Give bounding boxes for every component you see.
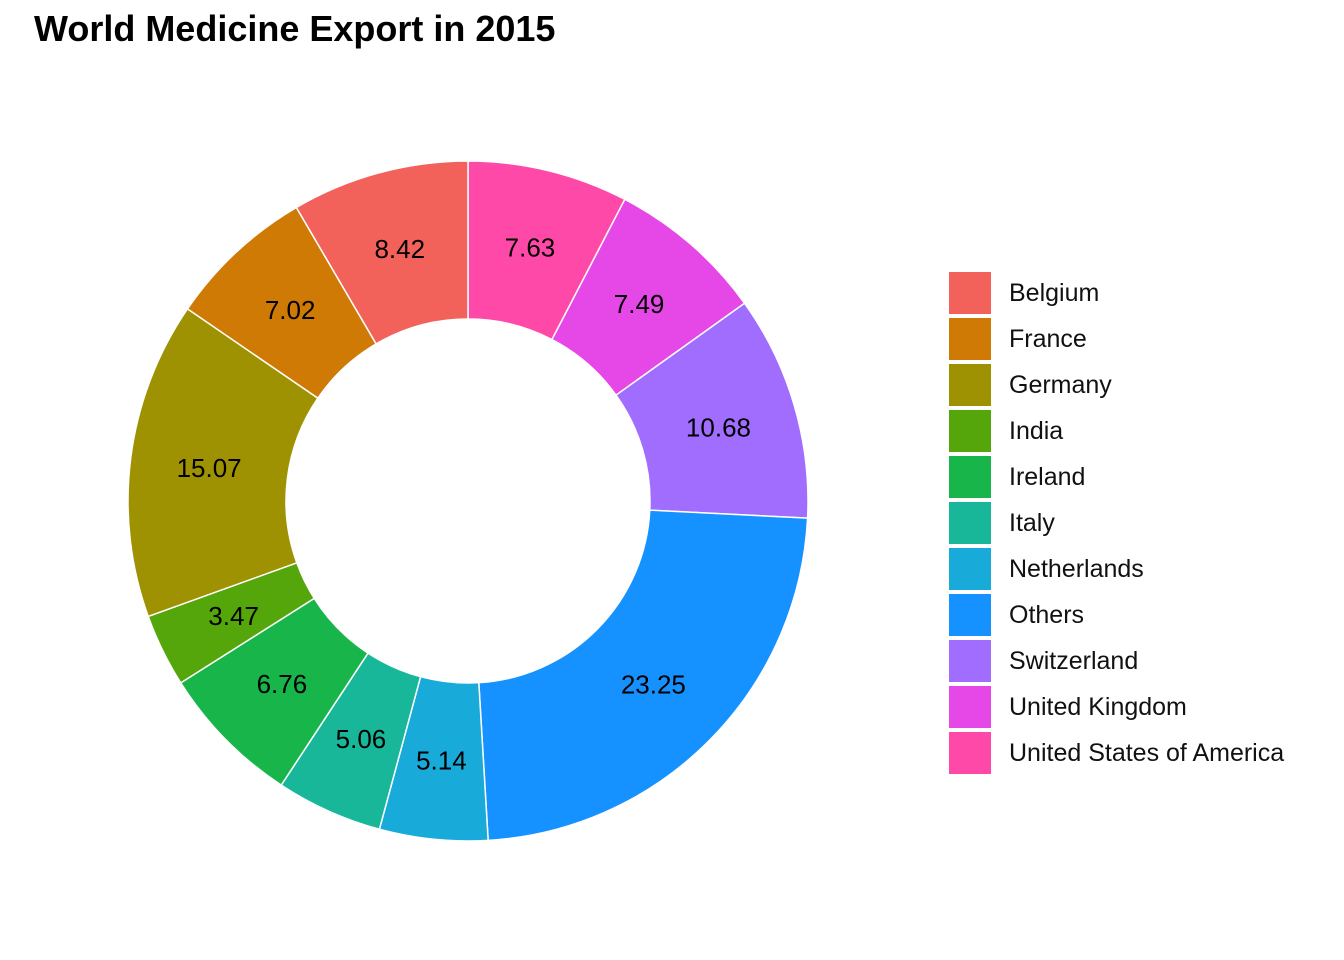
value-label-netherlands: 5.14	[416, 746, 467, 776]
slice-germany	[127, 307, 319, 618]
legend-swatch-india	[949, 410, 991, 452]
value-label-united-kingdom: 7.49	[614, 289, 665, 319]
value-label-switzerland: 10.68	[686, 413, 751, 443]
value-label-united-states-of-america: 7.63	[505, 232, 556, 262]
legend-swatch-ireland	[949, 456, 991, 498]
value-label-france: 7.02	[265, 295, 316, 325]
legend-label-switzerland: Switzerland	[1009, 646, 1139, 675]
legend-label-belgium: Belgium	[1009, 278, 1100, 307]
legend-swatch-others	[949, 594, 991, 636]
value-label-belgium: 8.42	[374, 234, 425, 264]
legend-swatch-italy	[949, 502, 991, 544]
legend-item-united-states-of-america: United States of America	[949, 730, 1284, 776]
donut-chart: 7.63 7.49 10.68 23.25 5.14 5.06 6.76 3.47 15.07 7…	[127, 160, 809, 842]
legend-label-united-states-of-america: United States of America	[1009, 738, 1285, 767]
legend-label-united-kingdom: United Kingdom	[1009, 692, 1187, 721]
legend-item-germany: Germany	[949, 362, 1284, 408]
legend-item-united-kingdom: United Kingdom	[949, 684, 1284, 730]
slice-value-labels: 7.63 7.49 10.68 23.25 5.14 5.06 6.76 3.47 15.07 7…	[177, 232, 751, 775]
legend-item-netherlands: Netherlands	[949, 546, 1284, 592]
legend-swatch-france	[949, 318, 991, 360]
legend-swatch-switzerland	[949, 640, 991, 682]
legend-label-netherlands: Netherlands	[1009, 554, 1144, 583]
chart-title: World Medicine Export in 2015	[34, 8, 556, 49]
slice-belgium	[295, 160, 469, 345]
value-label-india: 3.47	[208, 601, 259, 631]
legend-item-belgium: Belgium	[949, 270, 1284, 316]
legend-item-ireland: Ireland	[949, 454, 1284, 500]
legend-label-france: France	[1009, 324, 1087, 353]
legend-item-others: Others	[949, 592, 1284, 638]
legend-item-france: France	[949, 316, 1284, 362]
value-label-germany: 15.07	[177, 453, 242, 483]
legend-swatch-germany	[949, 364, 991, 406]
value-label-others: 23.25	[621, 670, 686, 700]
legend-item-switzerland: Switzerland	[949, 638, 1284, 684]
slice-others	[478, 509, 809, 842]
legend-label-germany: Germany	[1009, 370, 1112, 399]
donut-slices	[127, 160, 809, 842]
legend-label-india: India	[1009, 416, 1064, 445]
legend-item-italy: Italy	[949, 500, 1284, 546]
legend-item-india: India	[949, 408, 1284, 454]
legend-label-italy: Italy	[1009, 508, 1055, 537]
legend-swatch-belgium	[949, 272, 991, 314]
legend-swatch-united-states-of-america	[949, 732, 991, 774]
legend-label-ireland: Ireland	[1009, 462, 1086, 491]
value-label-italy: 5.06	[336, 724, 387, 754]
value-label-ireland: 6.76	[257, 669, 308, 699]
legend-label-others: Others	[1009, 600, 1085, 629]
legend: Belgium France Germany India Ireland Italy Net…	[949, 270, 1284, 776]
legend-swatch-netherlands	[949, 548, 991, 590]
legend-swatch-united-kingdom	[949, 686, 991, 728]
